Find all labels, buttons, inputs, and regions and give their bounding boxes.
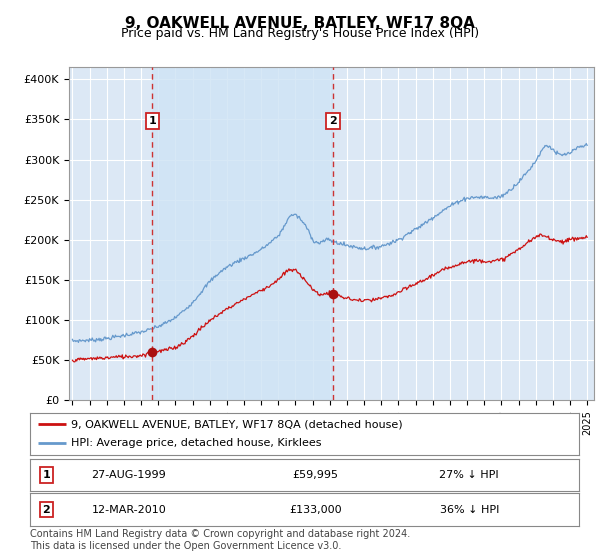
- Text: 9, OAKWELL AVENUE, BATLEY, WF17 8QA: 9, OAKWELL AVENUE, BATLEY, WF17 8QA: [125, 16, 475, 31]
- Text: 1: 1: [43, 470, 50, 480]
- Text: 27-AUG-1999: 27-AUG-1999: [91, 470, 166, 480]
- Text: £59,995: £59,995: [292, 470, 338, 480]
- Text: 2: 2: [329, 116, 337, 126]
- Text: 36% ↓ HPI: 36% ↓ HPI: [440, 505, 499, 515]
- Text: £133,000: £133,000: [289, 505, 342, 515]
- Text: 27% ↓ HPI: 27% ↓ HPI: [439, 470, 499, 480]
- Text: HPI: Average price, detached house, Kirklees: HPI: Average price, detached house, Kirk…: [71, 438, 322, 449]
- Text: 9, OAKWELL AVENUE, BATLEY, WF17 8QA (detached house): 9, OAKWELL AVENUE, BATLEY, WF17 8QA (det…: [71, 419, 403, 429]
- Text: 12-MAR-2010: 12-MAR-2010: [91, 505, 166, 515]
- Text: 1: 1: [148, 116, 156, 126]
- Bar: [152, 67, 333, 400]
- Text: 2: 2: [43, 505, 50, 515]
- Text: Price paid vs. HM Land Registry's House Price Index (HPI): Price paid vs. HM Land Registry's House …: [121, 27, 479, 40]
- Text: Contains HM Land Registry data © Crown copyright and database right 2024.
This d: Contains HM Land Registry data © Crown c…: [30, 529, 410, 551]
